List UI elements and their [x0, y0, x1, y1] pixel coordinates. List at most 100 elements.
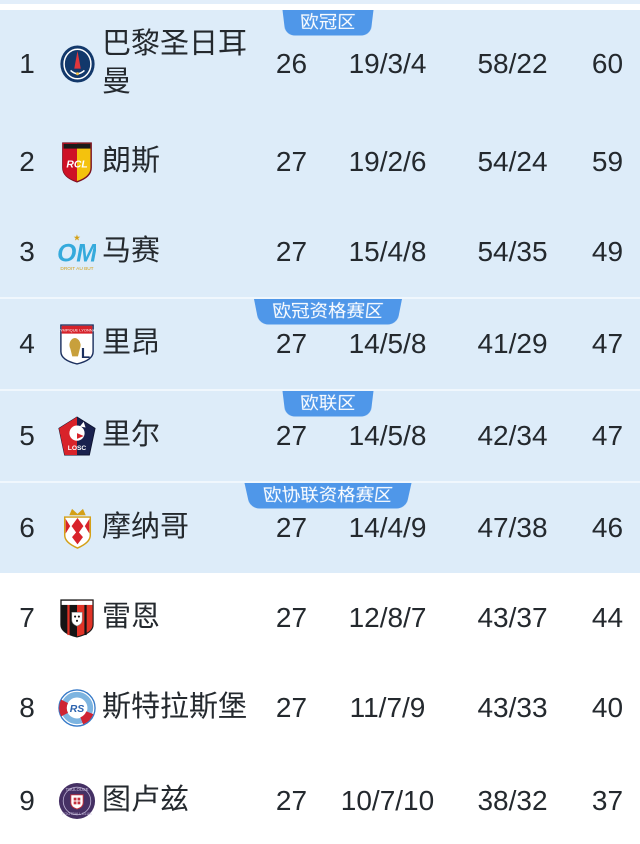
- rank: 8: [0, 692, 54, 724]
- team-name: 摩纳哥: [100, 509, 258, 546]
- svg-text:RCL: RCL: [66, 160, 87, 171]
- win-draw-loss: 10/7/10: [325, 785, 450, 817]
- svg-text:DROIT AU BUT: DROIT AU BUT: [60, 266, 93, 272]
- table-body: 欧冠区 1 巴黎圣日耳曼 26 19/3/4 58/22 60 2 RCL 朗斯…: [0, 10, 640, 844]
- team-logo-cell: [54, 507, 100, 549]
- table-row[interactable]: 8 RS 斯特拉斯堡 27 11/7/9 43/33 40: [0, 663, 640, 753]
- zone-badge-label: 欧协联资格赛区: [244, 483, 411, 509]
- goals-for-against: 54/24: [450, 146, 575, 178]
- table-row[interactable]: 欧联区 5 LOSC 里尔 27 14/5/8 42/34 47: [0, 389, 640, 481]
- svg-text:OM: OM: [58, 241, 96, 268]
- table-row[interactable]: 欧协联资格赛区 6 摩纳哥 27 14/4/9 47/38 46: [0, 481, 640, 573]
- lyon-crest-icon: OLYMPIQUE LYONNAIS L: [59, 323, 95, 365]
- team-logo-cell: [54, 598, 100, 638]
- svg-text:OLYMPIQUE LYONNAIS: OLYMPIQUE LYONNAIS: [59, 327, 95, 332]
- points: 49: [575, 236, 640, 268]
- team-name: 里昂: [100, 325, 258, 362]
- league-standings-table: 欧冠区 1 巴黎圣日耳曼 26 19/3/4 58/22 60 2 RCL 朗斯…: [0, 0, 640, 844]
- team-name: 斯特拉斯堡: [100, 689, 258, 726]
- win-draw-loss: 14/5/8: [325, 328, 450, 360]
- team-name: 图卢兹: [100, 782, 258, 819]
- monaco-crest-icon: [60, 507, 95, 549]
- win-draw-loss: 11/7/9: [325, 692, 450, 724]
- table-row[interactable]: 欧冠资格赛区 4 OLYMPIQUE LYONNAIS L 里昂 27 14/5…: [0, 297, 640, 389]
- team-logo-cell: RS: [54, 689, 100, 727]
- rank: 4: [0, 328, 54, 360]
- svg-text:LOSC: LOSC: [68, 445, 87, 452]
- lille-crest-icon: LOSC: [58, 416, 96, 456]
- table-row[interactable]: 3 ★ OM DROIT AU BUT 马赛 27 15/4/8 54/35 4…: [0, 207, 640, 297]
- matches-played: 27: [258, 146, 325, 178]
- zone-badge-label: 欧冠区: [282, 10, 373, 36]
- points: 46: [575, 512, 640, 544]
- rank: 5: [0, 420, 54, 452]
- toulouse-crest-icon: TOULOUSE FOOTBALL CLUB: [58, 782, 96, 820]
- points: 47: [575, 420, 640, 452]
- matches-played: 27: [258, 420, 325, 452]
- team-logo-cell: RCL: [54, 141, 100, 183]
- points: 40: [575, 692, 640, 724]
- win-draw-loss: 14/5/8: [325, 420, 450, 452]
- matches-played: 27: [258, 512, 325, 544]
- goals-for-against: 38/32: [450, 785, 575, 817]
- win-draw-loss: 15/4/8: [325, 236, 450, 268]
- matches-played: 27: [258, 602, 325, 634]
- team-logo-cell: LOSC: [54, 416, 100, 456]
- goals-for-against: 43/37: [450, 602, 575, 634]
- win-draw-loss: 14/4/9: [325, 512, 450, 544]
- points: 60: [575, 48, 640, 80]
- goals-for-against: 43/33: [450, 692, 575, 724]
- team-name: 里尔: [100, 417, 258, 454]
- matches-played: 27: [258, 785, 325, 817]
- svg-text:FOOTBALL CLUB: FOOTBALL CLUB: [62, 811, 92, 815]
- table-row[interactable]: 欧冠区 1 巴黎圣日耳曼 26 19/3/4 58/22 60: [0, 10, 640, 117]
- rank: 9: [0, 785, 54, 817]
- marseille-crest-icon: ★ OM DROIT AU BUT: [58, 231, 96, 273]
- team-logo-cell: OLYMPIQUE LYONNAIS L: [54, 323, 100, 365]
- rank: 7: [0, 602, 54, 634]
- matches-played: 26: [258, 48, 325, 80]
- team-name: 雷恩: [100, 599, 258, 636]
- points: 44: [575, 602, 640, 634]
- zone-badge-label: 欧联区: [282, 391, 373, 417]
- rank: 3: [0, 236, 54, 268]
- lens-crest-icon: RCL: [60, 141, 94, 183]
- psg-crest-icon: [59, 43, 96, 85]
- matches-played: 27: [258, 236, 325, 268]
- zone-badge: 欧冠区: [282, 10, 373, 38]
- win-draw-loss: 12/8/7: [325, 602, 450, 634]
- goals-for-against: 54/35: [450, 236, 575, 268]
- goals-for-against: 42/34: [450, 420, 575, 452]
- table-row[interactable]: 2 RCL 朗斯 27 19/2/6 54/24 59: [0, 117, 640, 207]
- team-logo-cell: ★ OM DROIT AU BUT: [54, 231, 100, 273]
- win-draw-loss: 19/3/4: [325, 48, 450, 80]
- zone-badge-label: 欧冠资格赛区: [254, 299, 402, 325]
- goals-for-against: 58/22: [450, 48, 575, 80]
- points: 59: [575, 146, 640, 178]
- svg-text:L: L: [81, 345, 90, 362]
- team-name: 巴黎圣日耳曼: [100, 26, 258, 100]
- rank: 1: [0, 48, 54, 80]
- goals-for-against: 41/29: [450, 328, 575, 360]
- matches-played: 27: [258, 328, 325, 360]
- team-logo-cell: [54, 43, 100, 85]
- rank: 6: [0, 512, 54, 544]
- zone-badge: 欧协联资格赛区: [244, 483, 411, 511]
- svg-text:TOULOUSE: TOULOUSE: [66, 787, 89, 792]
- matches-played: 27: [258, 692, 325, 724]
- team-logo-cell: TOULOUSE FOOTBALL CLUB: [54, 782, 100, 820]
- table-row[interactable]: 9 TOULOUSE FOOTBALL CLUB 图卢兹 27 10/7/10 …: [0, 753, 640, 844]
- zone-badge: 欧冠资格赛区: [254, 299, 402, 327]
- points: 37: [575, 785, 640, 817]
- table-row[interactable]: 7 雷恩 27 12/8/7 43/37 44: [0, 573, 640, 663]
- win-draw-loss: 19/2/6: [325, 146, 450, 178]
- team-name: 朗斯: [100, 143, 258, 180]
- svg-text:RS: RS: [70, 704, 85, 715]
- rennes-crest-icon: [59, 598, 95, 638]
- strasbourg-crest-icon: RS: [58, 689, 96, 727]
- goals-for-against: 47/38: [450, 512, 575, 544]
- zone-badge: 欧联区: [282, 391, 373, 419]
- rank: 2: [0, 146, 54, 178]
- team-name: 马赛: [100, 233, 258, 270]
- points: 47: [575, 328, 640, 360]
